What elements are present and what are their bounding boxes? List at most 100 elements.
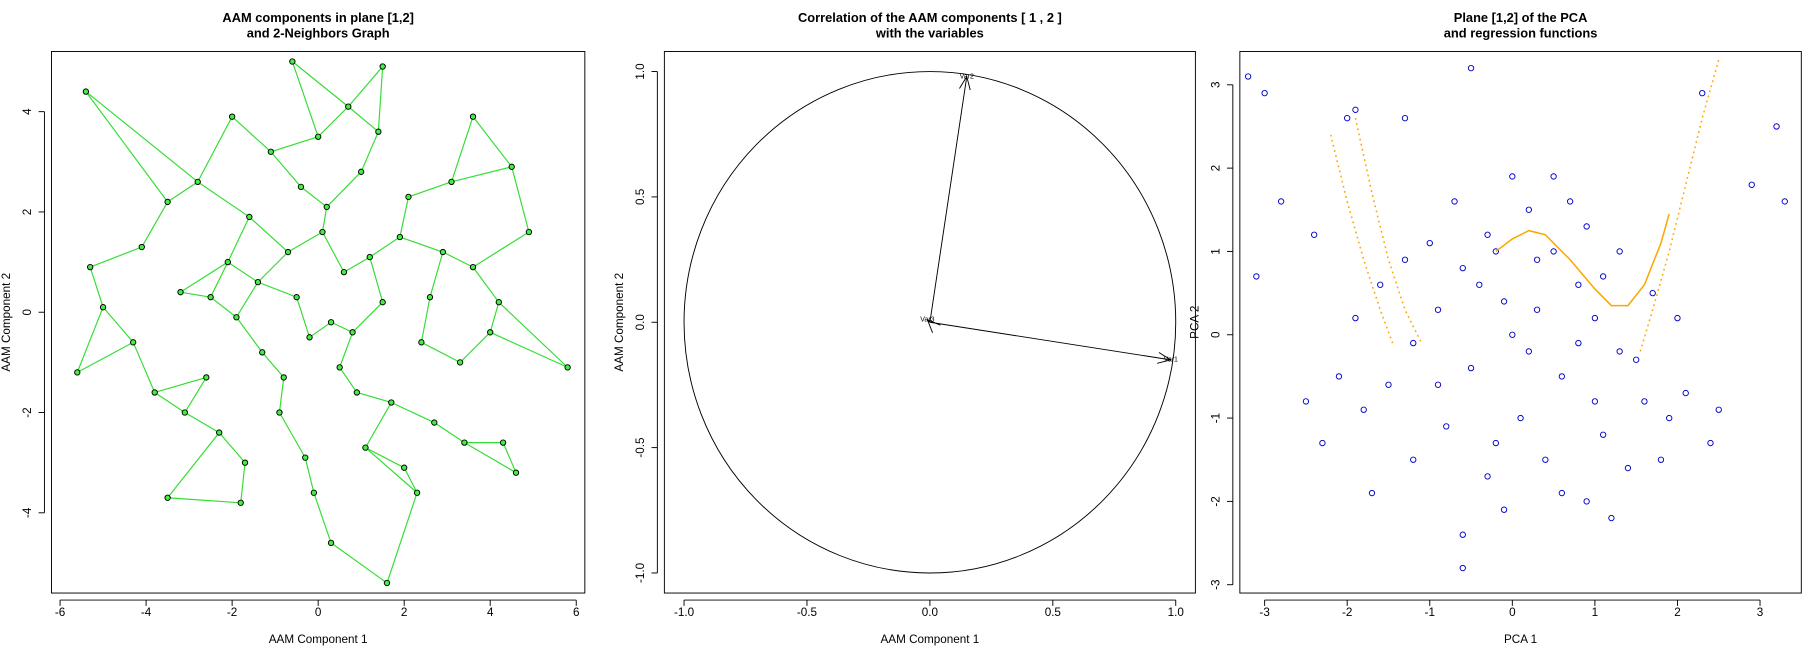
point <box>418 339 425 346</box>
point <box>319 228 326 236</box>
point <box>1566 198 1574 205</box>
neighbor-edge <box>364 402 392 448</box>
neighbor-edge <box>235 316 263 353</box>
point <box>233 314 240 321</box>
point <box>1616 248 1623 255</box>
point <box>1533 306 1541 313</box>
point <box>1608 514 1615 522</box>
neighbor-edge <box>304 457 315 493</box>
chart-title: with the variables <box>875 25 984 40</box>
point <box>388 399 395 406</box>
neighbor-edge <box>218 432 246 464</box>
point <box>254 278 262 286</box>
neighbor-edge <box>442 251 474 268</box>
y-tick-label: 1.0 <box>634 63 647 80</box>
point <box>448 178 455 186</box>
point <box>413 489 421 496</box>
point <box>396 233 404 241</box>
neighbor-edge <box>365 447 405 469</box>
point <box>353 389 361 396</box>
neighbor-edge <box>347 106 379 133</box>
point <box>345 103 352 110</box>
point <box>293 294 300 301</box>
neighbor-edge <box>339 367 358 393</box>
chart-title: AAM components in plane [1,2] <box>222 10 413 25</box>
point <box>340 268 348 276</box>
y-tick-label: -1 <box>1210 413 1223 423</box>
neighbor-edge <box>502 442 517 473</box>
point <box>1509 173 1516 180</box>
x-tick-label: 2 <box>1674 606 1681 619</box>
neighbor-edge <box>459 331 491 363</box>
point <box>99 304 107 311</box>
neighbor-edge <box>227 261 259 283</box>
neighbor-edge <box>433 422 465 444</box>
neighbor-edge <box>76 341 134 373</box>
point <box>164 198 171 206</box>
point <box>469 113 477 120</box>
y-tick-label: -2 <box>21 407 34 417</box>
neighbor-edge <box>227 216 250 263</box>
point <box>216 429 223 436</box>
neighbor-edge <box>231 116 272 153</box>
point <box>1666 414 1673 422</box>
point <box>1401 114 1409 122</box>
point <box>276 409 283 416</box>
point <box>1533 256 1541 263</box>
neighbor-edge <box>464 442 517 474</box>
x-tick-label: 0 <box>1509 606 1516 619</box>
point <box>327 319 335 326</box>
variable-arrow <box>929 321 1173 364</box>
neighbor-edge <box>270 136 319 153</box>
neighbor-edge <box>472 266 500 303</box>
point <box>379 63 386 70</box>
x-tick-label: 0.5 <box>1045 606 1062 619</box>
neighbor-edge <box>154 391 186 414</box>
x-tick-label: -2 <box>227 606 237 619</box>
point <box>1748 181 1755 188</box>
neighbor-edge <box>296 297 311 338</box>
neighbor-edge <box>408 181 452 198</box>
x-tick-label: -1 <box>1425 606 1435 619</box>
y-tick-label: -2 <box>1210 496 1223 506</box>
neighbor-edge <box>498 301 569 368</box>
chart-title: Correlation of the AAM components [ 1 , … <box>798 10 1062 25</box>
point <box>1261 89 1268 97</box>
regression-curve <box>1329 59 1720 352</box>
point <box>456 359 464 366</box>
y-tick-label: 2 <box>21 209 34 216</box>
point <box>461 439 468 446</box>
point <box>1467 364 1475 372</box>
x-tick-label: -1.0 <box>674 606 695 619</box>
neighbor-edge <box>489 302 500 333</box>
point <box>1253 273 1260 280</box>
point <box>246 213 253 221</box>
plot-box <box>1239 51 1802 594</box>
point <box>1616 348 1623 355</box>
neighbor-edge <box>235 281 259 318</box>
x-tick-label: 2 <box>401 606 408 619</box>
neighbor-edge <box>197 116 233 183</box>
y-axis-label: AAM Component 2 <box>0 273 13 372</box>
neighbor-edge <box>257 281 297 298</box>
x-tick-label: -4 <box>141 606 152 619</box>
point <box>1550 248 1557 255</box>
point <box>151 389 158 396</box>
neighbor-edge <box>210 296 237 318</box>
neighbor-edge <box>291 61 349 108</box>
point <box>1410 339 1417 347</box>
neighbor-edge <box>261 351 285 378</box>
neighbor-edge <box>391 401 435 424</box>
neighbor-edge <box>278 412 306 458</box>
y-tick-label: -0.5 <box>634 437 647 458</box>
point <box>1599 273 1607 280</box>
point <box>1715 406 1722 413</box>
neighbor-edge <box>102 306 134 343</box>
point <box>284 248 292 256</box>
point <box>1624 464 1632 472</box>
point <box>336 364 343 371</box>
neighbor-edge <box>450 116 474 183</box>
point <box>177 289 184 296</box>
point <box>1492 248 1499 255</box>
